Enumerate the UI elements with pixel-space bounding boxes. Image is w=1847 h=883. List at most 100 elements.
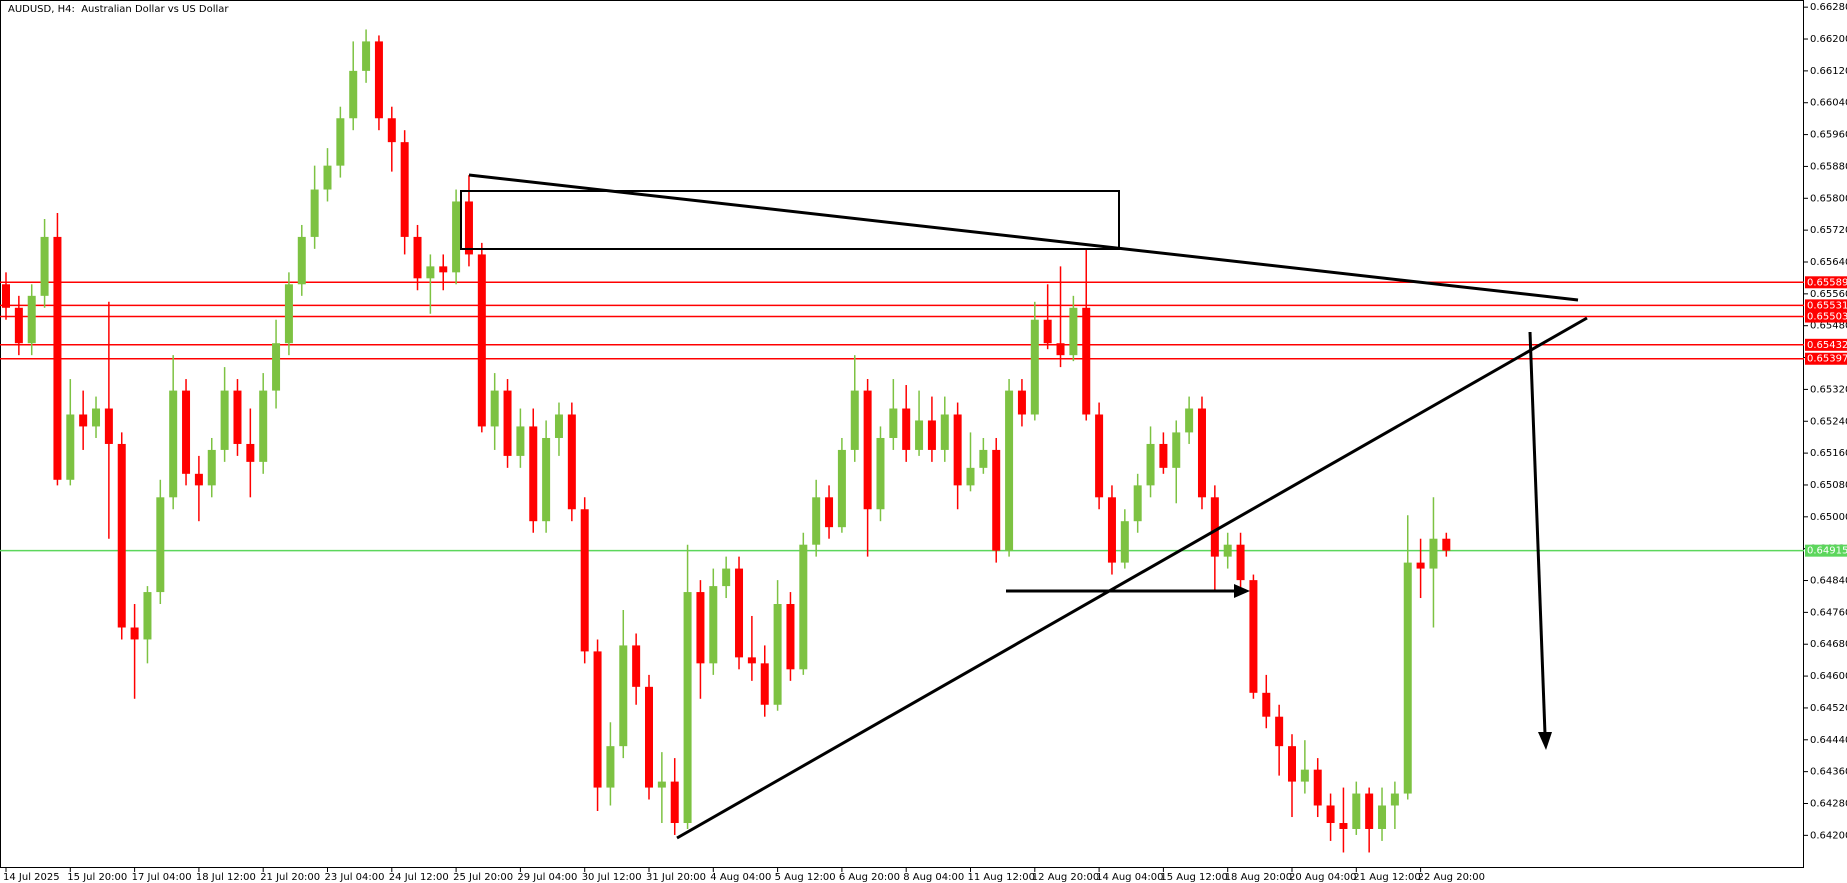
x-tick-label: 15 Jul 20:00 <box>67 872 127 883</box>
chart-title: AUDUSD, H4: Australian Dollar vs US Doll… <box>8 4 229 15</box>
price-tag <box>1805 338 1847 351</box>
x-tick-label: 20 Aug 04:00 <box>1289 872 1356 883</box>
price-tag-label: 0.65531 <box>1807 300 1847 311</box>
candle-body <box>117 443 126 628</box>
price-tag-label: 0.64915 <box>1807 546 1847 557</box>
candle-body <box>182 390 191 474</box>
arrow-head <box>1538 732 1552 750</box>
x-tick-label: 6 Aug 20:00 <box>839 872 900 883</box>
candle-body <box>747 657 756 664</box>
candle-body <box>773 604 782 705</box>
plot-frame <box>0 0 1804 868</box>
candle-body <box>902 408 911 450</box>
price-tag <box>1805 299 1847 312</box>
candle-body <box>1185 408 1194 433</box>
x-tick-label: 15 Aug 12:00 <box>1160 872 1227 883</box>
candle-body <box>1262 692 1271 717</box>
price-tag <box>1805 276 1847 289</box>
candle-body <box>1017 390 1026 415</box>
x-tick-label: 21 Aug 12:00 <box>1353 872 1420 883</box>
candle-body <box>580 509 589 652</box>
candle-body <box>632 645 641 687</box>
candle-body <box>464 201 473 255</box>
candle-body <box>992 449 1001 551</box>
candle-body <box>670 781 679 824</box>
x-tick-label: 17 Jul 04:00 <box>132 872 192 883</box>
candle-body <box>1159 443 1168 468</box>
x-tick-label: 14 Aug 04:00 <box>1096 872 1163 883</box>
candle-body <box>130 627 139 640</box>
candle-body <box>619 645 628 747</box>
candle-body <box>503 390 512 456</box>
candle-body <box>1236 544 1245 581</box>
candle-body <box>233 390 242 444</box>
candle-body <box>490 390 499 427</box>
candle-body <box>2 284 10 308</box>
candle-body <box>657 781 666 788</box>
candle-body <box>246 443 255 462</box>
candle-body <box>812 497 821 545</box>
candle-body <box>1365 793 1374 829</box>
candle-body <box>1107 497 1116 563</box>
candle-body <box>1313 769 1322 806</box>
x-tick-label: 4 Aug 04:00 <box>710 872 771 883</box>
candle-body <box>863 390 872 510</box>
candle-body <box>1416 562 1425 569</box>
x-tick-label: 11 Aug 12:00 <box>968 872 1035 883</box>
candle-body <box>79 414 88 427</box>
candle-body <box>1352 793 1361 829</box>
trend-line <box>676 316 1588 840</box>
candle-body <box>567 414 576 510</box>
candle-body <box>1095 414 1104 498</box>
candle-body <box>953 414 962 486</box>
candle-body <box>14 307 23 344</box>
candle-body <box>452 201 461 273</box>
candle-body <box>194 473 203 486</box>
x-tick-label: 25 Jul 20:00 <box>453 872 513 883</box>
candle-body <box>310 189 319 237</box>
candle-body <box>40 236 49 296</box>
candle-body <box>760 663 769 705</box>
candle-body <box>1326 805 1335 824</box>
candle-body <box>542 437 551 522</box>
candle-body <box>477 254 486 427</box>
candle-body <box>735 568 744 658</box>
candle-body <box>889 408 898 438</box>
candle-body <box>709 586 718 664</box>
candle-body <box>1043 319 1052 344</box>
x-tick-label: 5 Aug 12:00 <box>775 872 836 883</box>
candle-body <box>696 592 705 664</box>
candle-body <box>799 544 808 670</box>
trend-line <box>468 173 1579 302</box>
candle-body <box>1300 769 1309 782</box>
price-tag <box>1805 352 1847 365</box>
candle-body <box>66 414 75 480</box>
candle-body <box>1249 580 1258 693</box>
price-tag-label: 0.65589 <box>1807 277 1847 288</box>
candle-body <box>1120 521 1129 563</box>
candle-body <box>876 437 885 510</box>
candle-body <box>1223 544 1232 557</box>
candle-body <box>1133 485 1142 522</box>
candle-body <box>837 449 846 528</box>
candle-body <box>1197 408 1206 498</box>
candle-body <box>1378 805 1387 829</box>
candles-layer <box>2 29 1451 853</box>
candle-body <box>323 165 332 190</box>
x-tick-label: 23 Jul 04:00 <box>325 872 385 883</box>
price-tag-label: 0.65503 <box>1807 312 1847 323</box>
supply-zone <box>460 190 1120 250</box>
price-tag-label: 0.65397 <box>1807 354 1847 365</box>
